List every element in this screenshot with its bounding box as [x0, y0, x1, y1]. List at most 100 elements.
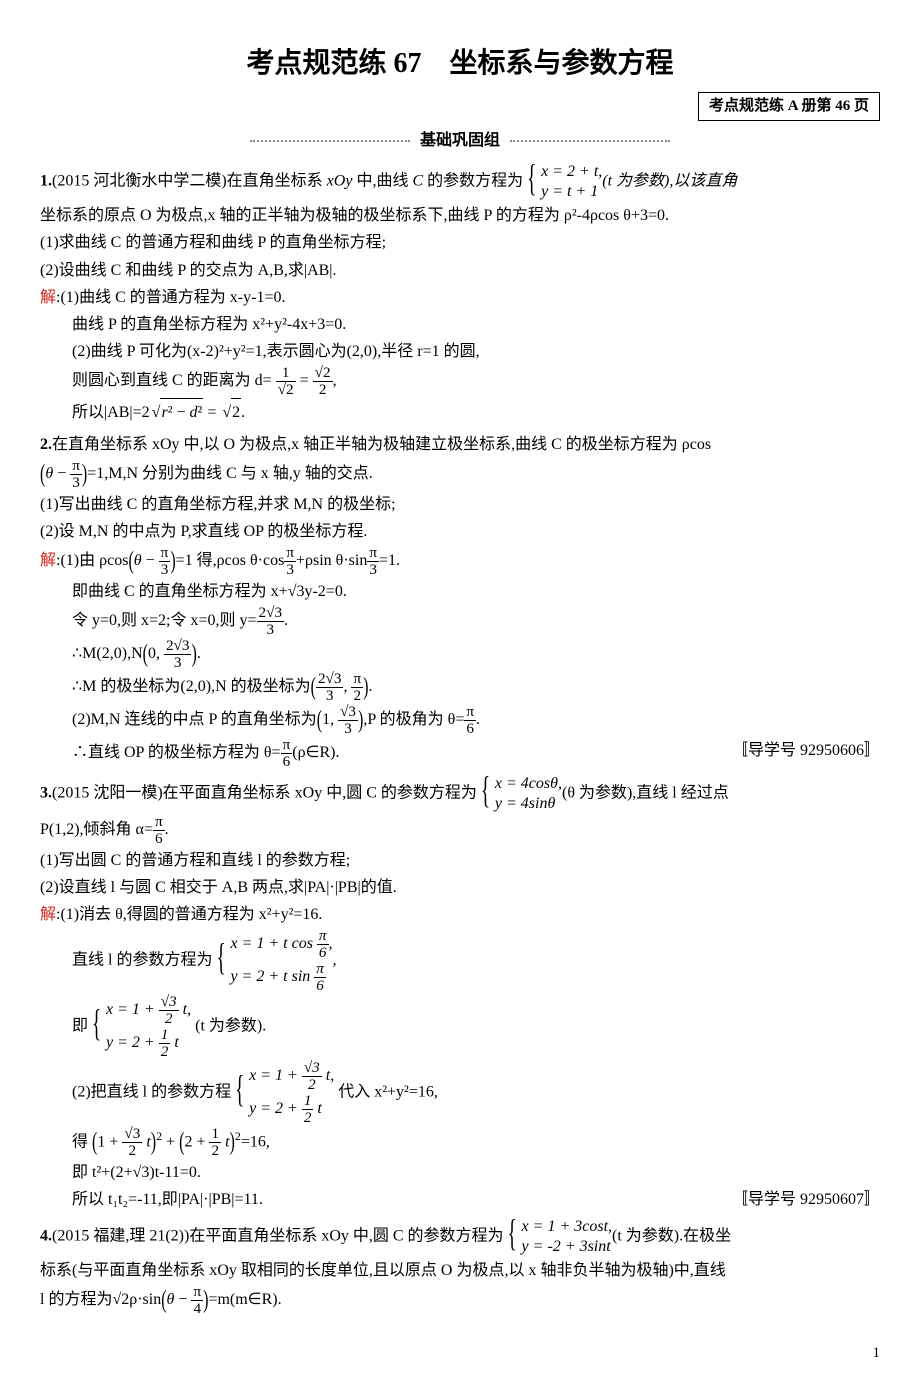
sqrt: r² − d² [150, 398, 204, 426]
p3-s4: (2)把直线 l 的参数方程 x = 1 + √32 t, y = 2 + 12… [72, 1060, 880, 1126]
book-ref-box: 考点规范练 A 册第 46 页 [698, 92, 880, 122]
p1-intro-c: 的参数方程为 [423, 173, 523, 190]
p2-q2: (2)设 M,N 的中点为 P,求直线 OP 的极坐标方程. [40, 518, 880, 545]
p2-intro-b: =1,M,N 分别为曲线 C 与 x 轴,y 轴的交点. [87, 465, 372, 482]
p3-s2-sys: x = 1 + t cos π6, y = 2 + t sin π6 [216, 928, 332, 994]
p1-s3: (2)曲线 P 可化为(x-2)²+y²=1,表示圆心为(2,0),半径 r=1… [72, 338, 880, 365]
p1-s5a: 所以|AB|=2 [72, 404, 150, 421]
p3-s2a: 直线 l 的参数方程为 [72, 952, 212, 969]
p2-line2: (θ − π3)=1,M,N 分别为曲线 C 与 x 轴,y 轴的交点. [40, 458, 880, 491]
p3-s7t: 所以 t₁t₂=-11,即|PA|·|PB|=11. [72, 1191, 263, 1208]
problem-4: 4.(2015 福建,理 21(2))在平面直角坐标系 xOy 中,圆 C 的参… [40, 1217, 880, 1317]
problem-number: 1. [40, 173, 52, 190]
p3-s1: 解:(1)消去 θ,得圆的普通方程为 x²+y²=16. [40, 901, 880, 928]
p2-s1b: =1 得,ρcos θ·cos [176, 552, 285, 569]
problem-2: 2.在直角坐标系 xOy 中,以 O 为极点,x 轴正半轴为极轴建立极坐标系,曲… [40, 431, 880, 770]
sys-row: y = t + 1 [541, 182, 602, 202]
problem-number: 4. [40, 1228, 52, 1245]
p2-s1a: :(1)由 ρcos [56, 552, 128, 569]
p2-s1d: =1. [379, 552, 400, 569]
p1-line2: 坐标系的原点 O 为极点,x 轴的正半轴为极轴的极坐标系下,曲线 P 的方程为 … [40, 202, 880, 229]
p3-s3b: (t 为参数). [195, 1017, 266, 1034]
p1-q1: (1)求曲线 C 的普通方程和曲线 P 的直角坐标方程; [40, 229, 880, 256]
subtitle-row: 考点规范练 A 册第 46 页 [40, 92, 880, 122]
p3-q1: (1)写出圆 C 的普通方程和直线 l 的参数方程; [40, 847, 880, 874]
page-number: 1 [40, 1341, 880, 1367]
p2-s6: (2)M,N 连线的中点 P 的直角坐标为(1, √33),P 的极角为 θ=π… [72, 704, 880, 737]
p1-s1: :(1)曲线 C 的普通方程为 x-y-1=0. [56, 289, 285, 306]
p2-s6a: (2)M,N 连线的中点 P 的直角坐标为 [72, 711, 317, 728]
p2-s7a: ∴直线 OP 的极坐标方程为 θ= [72, 744, 281, 761]
p4-line3: l 的方程为√2ρ·sin(θ − π4)=m(m∈R). [40, 1284, 880, 1317]
sys-row: x = 4cosθ, [495, 774, 562, 794]
p2-s4: ∴M(2,0),N(0, 2√33). [72, 638, 880, 671]
p4-intro-a: (2015 福建,理 21(2))在平面直角坐标系 xOy 中,圆 C 的参数方… [52, 1228, 504, 1245]
p2-s7: ∴直线 OP 的极坐标方程为 θ=π6(ρ∈R). 〚导学号 92950606〛 [72, 737, 880, 770]
frac: √22 [313, 365, 333, 398]
sol-label: 解 [40, 906, 56, 923]
xoy: xOy [327, 173, 353, 190]
p3-s1t: :(1)消去 θ,得圆的普通方程为 x²+y²=16. [56, 906, 322, 923]
sol-label: 解 [40, 289, 56, 306]
p3-s3: 即 x = 1 + √32 t, y = 2 + 12 t (t 为参数). [72, 994, 880, 1060]
p4-sys: x = 1 + 3cost, y = -2 + 3sint [508, 1217, 612, 1257]
sys-row: y = 4sinθ [495, 794, 562, 814]
p1-s4: 则圆心到直线 C 的距离为 d= 1√2 = √22, [72, 365, 880, 398]
frac: π3 [70, 458, 82, 491]
p1-after-sys: (t 为参数),以该直角 [602, 173, 737, 190]
p2-intro-a: 在直角坐标系 xOy 中,以 O 为极点,x 轴正半轴为极轴建立极坐标系,曲线 … [52, 436, 711, 453]
p3-s5b: =16, [241, 1133, 270, 1150]
p3-s3-sys: x = 1 + √32 t, y = 2 + 12 t [92, 994, 191, 1060]
p3-q2: (2)设直线 l 与圆 C 相交于 A,B 两点,求|PA|·|PB|的值. [40, 874, 880, 901]
p2-s1c: +ρsin θ·sin [296, 552, 367, 569]
p3-s5a: 得 [72, 1133, 88, 1150]
p1-sol1: 解:(1)曲线 C 的普通方程为 x-y-1=0. [40, 284, 880, 311]
p3-s4a: (2)把直线 l 的参数方程 [72, 1083, 231, 1100]
paren: ) [82, 452, 87, 496]
eq: = [203, 404, 220, 421]
paren: ( [40, 452, 45, 496]
sol-label: 解 [40, 552, 56, 569]
problem-3: 3.(2015 沈阳一模)在平面直角坐标系 xOy 中,圆 C 的参数方程为 x… [40, 774, 880, 1213]
frac: 1√2 [276, 365, 296, 398]
dot: . [241, 404, 245, 421]
problem-1: 1.(2015 河北衡水中学二模)在直角坐标系 xOy 中,曲线 C 的参数方程… [40, 162, 880, 426]
p3-s4-sys: x = 1 + √32 t, y = 2 + 12 t [235, 1060, 334, 1126]
p3-s2: 直线 l 的参数方程为 x = 1 + t cos π6, y = 2 + t … [72, 928, 880, 994]
ref-number: 〚导学号 92950606〛 [732, 737, 880, 764]
p3-line2: P(1,2),倾斜角 α=π6. [40, 814, 880, 847]
p3-s6: 即 t²+(2+√3)t-11=0. [72, 1159, 880, 1186]
sys-row: x = 2 + t, [541, 162, 602, 182]
divider-right [510, 140, 670, 142]
sqrt: 2 [220, 398, 241, 426]
p4-after: (t 为参数).在极坐 [612, 1228, 731, 1245]
section-heading: 基础巩固组 [40, 127, 880, 154]
p1-q2: (2)设曲线 C 和曲线 P 的交点为 A,B,求|AB|. [40, 257, 880, 284]
p4-line3b: =m(m∈R). [208, 1291, 281, 1308]
p3-s3a: 即 [72, 1017, 88, 1034]
C: C [412, 173, 423, 190]
page-title: 考点规范练 67 坐标系与参数方程 [40, 40, 880, 88]
sys-row: x = 1 + 3cost, [522, 1217, 612, 1237]
p2-q1: (1)写出曲线 C 的直角坐标方程,并求 M,N 的极坐标; [40, 491, 880, 518]
p3-sys: x = 4cosθ, y = 4sinθ [481, 774, 562, 814]
p2-s1: 解:(1)由 ρcos(θ − π3)=1 得,ρcos θ·cosπ3+ρsi… [40, 545, 880, 578]
p2-s4a: ∴M(2,0),N [72, 645, 143, 662]
p3-s4b: 代入 x²+y²=16, [338, 1083, 438, 1100]
p1-param-sys: x = 2 + t, y = t + 1 [527, 162, 602, 202]
ref-number: 〚导学号 92950607〛 [732, 1186, 880, 1213]
p2-s6b: ,P 的极角为 θ= [363, 711, 464, 728]
p3-intro-a: (2015 沈阳一模)在平面直角坐标系 xOy 中,圆 C 的参数方程为 [52, 784, 477, 801]
p2-s2: 即曲线 C 的直角坐标方程为 x+√3y-2=0. [72, 578, 880, 605]
p3-s5: 得 (1 + √32 t)2 + (2 + 12 t)2=16, [72, 1126, 880, 1159]
p1-s5: 所以|AB|=2r² − d² = 2. [72, 398, 880, 426]
p2-s7b: (ρ∈R). [292, 744, 339, 761]
problem-number: 2. [40, 436, 52, 453]
p1-s4a: 则圆心到直线 C 的距离为 d= [72, 373, 272, 390]
problem-number: 3. [40, 784, 52, 801]
p3-s7: 所以 t₁t₂=-11,即|PA|·|PB|=11. 〚导学号 92950607… [72, 1186, 880, 1213]
p2-s5a: ∴M 的极坐标为(2,0),N 的极坐标为 [72, 678, 311, 695]
p3-after: (θ 为参数),直线 l 经过点 [562, 784, 729, 801]
p1-intro-a: (2015 河北衡水中学二模)在直角坐标系 [52, 173, 327, 190]
section-label: 基础巩固组 [420, 132, 500, 149]
